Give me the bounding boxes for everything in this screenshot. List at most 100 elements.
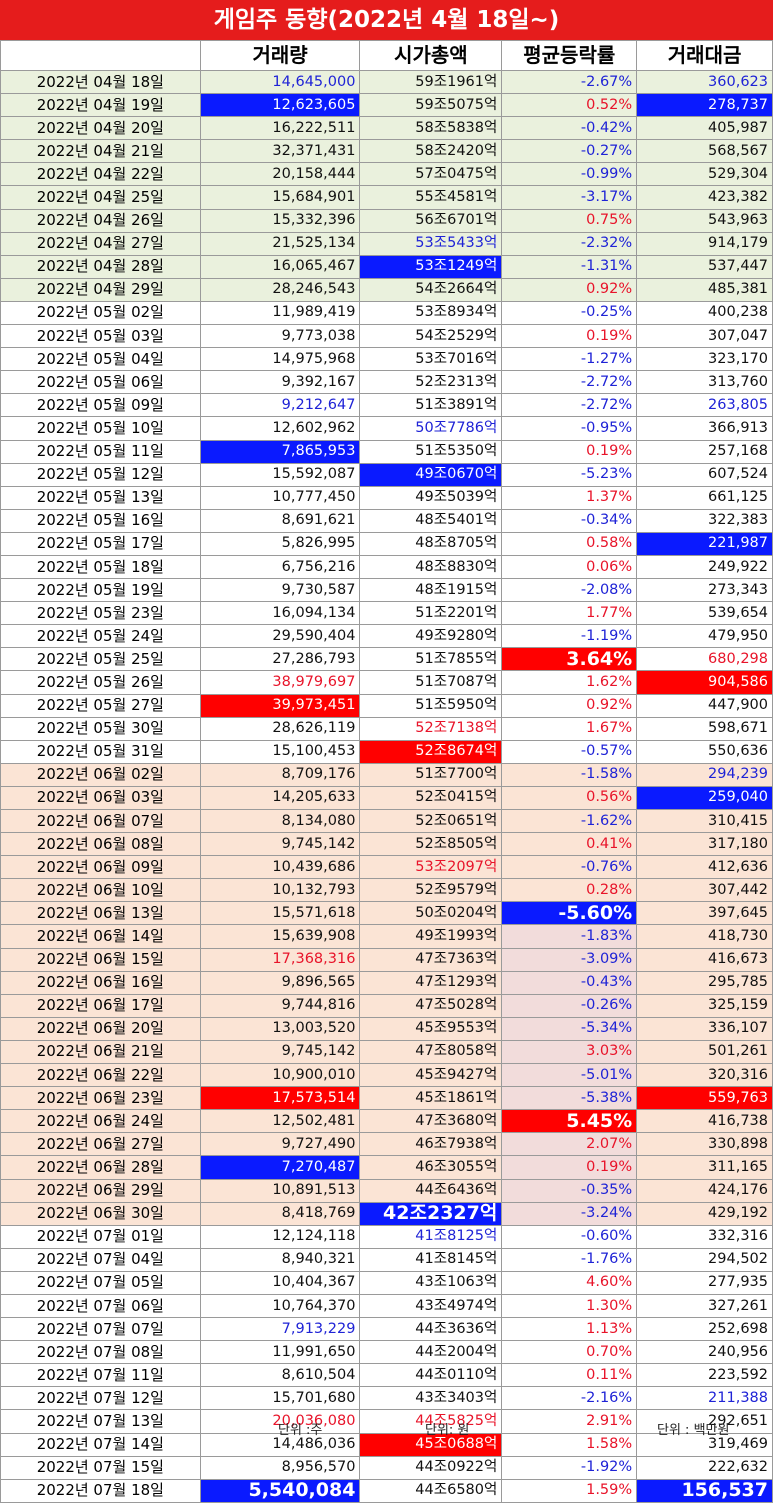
- date-cell: 2022년 04월 21일: [0, 139, 201, 164]
- trade-amount-cell: 222,632: [636, 1455, 773, 1480]
- table-row: 2022년 07월 12일 15,701,680 43조3403억 -2.16% 211…: [0, 1386, 773, 1411]
- market-cap-cell: 53조5433억: [359, 231, 503, 256]
- date-cell: 2022년 05월 11일: [0, 439, 201, 464]
- avg-change-cell: 0.28%: [501, 878, 638, 903]
- market-cap-cell: 51조3891억: [359, 393, 503, 418]
- market-cap-cell: 44조2004억: [359, 1340, 503, 1365]
- date-cell: 2022년 07월 18일: [0, 1478, 201, 1503]
- avg-change-cell: 0.19%: [501, 1155, 638, 1180]
- table-row: 2022년 05월 03일 9,773,038 54조2529억 0.19% 307,0…: [0, 324, 773, 349]
- header-date: [0, 40, 201, 71]
- market-cap-cell: 48조8830억: [359, 554, 503, 580]
- market-cap-cell: 53조7016억: [359, 347, 503, 372]
- date-cell: 2022년 05월 02일: [0, 300, 201, 326]
- avg-change-cell: 3.03%: [501, 1039, 638, 1065]
- trade-amount-cell: 914,179: [636, 231, 773, 256]
- avg-change-cell: -2.67%: [501, 69, 638, 95]
- avg-change-cell: -2.16%: [501, 1386, 638, 1411]
- volume-cell: 9,730,587: [199, 578, 361, 603]
- trade-amount-cell: 568,567: [636, 139, 773, 164]
- date-cell: 2022년 05월 18일: [0, 554, 201, 580]
- volume-cell: 9,392,167: [199, 370, 361, 395]
- unit-volume: 단위 :주: [278, 1423, 323, 1438]
- footer-units: 단위 :주 단위: 원 단위 : 백만원: [0, 1418, 773, 1438]
- header-volume: 거래량: [199, 40, 361, 71]
- trade-amount-cell: 322,383: [636, 508, 773, 533]
- avg-change-cell: 0.92%: [501, 277, 638, 302]
- header-market-cap: 시가총액: [359, 40, 503, 71]
- table-row: 2022년 06월 14일 15,639,908 49조1993억 -1.83% 418…: [0, 924, 773, 949]
- date-cell: 2022년 05월 17일: [0, 531, 201, 556]
- avg-change-cell: -5.23%: [501, 462, 638, 487]
- table-row: 2022년 06월 23일 17,573,514 45조1861억 -5.38% 559…: [0, 1086, 773, 1111]
- table-row: 2022년 06월 20일 13,003,520 45조9553억 -5.34% 336…: [0, 1016, 773, 1041]
- volume-cell: 15,684,901: [199, 185, 361, 210]
- market-cap-cell: 51조7087억: [359, 670, 503, 695]
- volume-cell: 15,571,618: [199, 901, 361, 926]
- volume-cell: 8,956,570: [199, 1455, 361, 1480]
- avg-change-cell: 0.52%: [501, 93, 638, 118]
- page-title: 게임주 동향(2022년 4월 18일~): [0, 0, 773, 40]
- volume-cell: 8,691,621: [199, 508, 361, 533]
- trade-amount-cell: 550,636: [636, 739, 773, 764]
- date-cell: 2022년 07월 06일: [0, 1293, 201, 1319]
- table-row: 2022년 07월 04일 8,940,321 41조8145억 -1.76% 294,…: [0, 1247, 773, 1272]
- volume-cell: 7,270,487: [199, 1155, 361, 1180]
- date-cell: 2022년 05월 06일: [0, 370, 201, 395]
- avg-change-cell: 5.45%: [501, 1109, 638, 1134]
- date-cell: 2022년 05월 16일: [0, 508, 201, 533]
- table-row: 2022년 07월 06일 10,764,370 43조4974억 1.30% 327,…: [0, 1293, 773, 1319]
- date-cell: 2022년 06월 27일: [0, 1132, 201, 1157]
- volume-cell: 7,865,953: [199, 439, 361, 464]
- avg-change-cell: -1.27%: [501, 347, 638, 372]
- trade-amount-cell: 539,654: [636, 601, 773, 626]
- avg-change-cell: -5.60%: [501, 901, 638, 926]
- market-cap-cell: 51조2201억: [359, 601, 503, 626]
- trade-amount-cell: 405,987: [636, 116, 773, 141]
- market-cap-cell: 41조8145억: [359, 1247, 503, 1272]
- date-cell: 2022년 06월 17일: [0, 993, 201, 1018]
- table-row: 2022년 07월 18일 5,540,084 44조6580억 1.59% 156,5…: [0, 1478, 773, 1503]
- trade-amount-cell: 323,170: [636, 347, 773, 372]
- table-row: 2022년 06월 15일 17,368,316 47조7363억 -3.09% 416…: [0, 947, 773, 972]
- date-cell: 2022년 07월 08일: [0, 1340, 201, 1365]
- trade-amount-cell: 317,180: [636, 832, 773, 857]
- volume-cell: 17,573,514: [199, 1086, 361, 1111]
- volume-cell: 8,709,176: [199, 762, 361, 787]
- date-cell: 2022년 05월 03일: [0, 324, 201, 349]
- table-row: 2022년 05월 27일 39,973,451 51조5950억 0.92% 447,…: [0, 693, 773, 718]
- date-cell: 2022년 04월 29일: [0, 277, 201, 302]
- trade-amount-cell: 273,343: [636, 578, 773, 603]
- table-row: 2022년 06월 16일 9,896,565 47조1293억 -0.43% 295,…: [0, 970, 773, 995]
- avg-change-cell: 0.06%: [501, 554, 638, 580]
- header-row: 거래량 시가총액 평균등락률 거래대금: [0, 40, 773, 71]
- volume-cell: 8,134,080: [199, 808, 361, 834]
- table-row: 2022년 04월 20일 16,222,511 58조5838억 -0.42% 405…: [0, 116, 773, 141]
- volume-cell: 16,094,134: [199, 601, 361, 626]
- volume-cell: 12,602,962: [199, 416, 361, 441]
- avg-change-cell: -5.38%: [501, 1086, 638, 1111]
- volume-cell: 27,286,793: [199, 647, 361, 672]
- date-cell: 2022년 06월 22일: [0, 1063, 201, 1088]
- volume-cell: 15,100,453: [199, 739, 361, 764]
- date-cell: 2022년 05월 19일: [0, 578, 201, 603]
- avg-change-cell: -0.26%: [501, 993, 638, 1018]
- table-row: 2022년 05월 31일 15,100,453 52조8674억 -0.57% 550…: [0, 739, 773, 764]
- volume-cell: 10,439,686: [199, 855, 361, 880]
- avg-change-cell: -0.35%: [501, 1178, 638, 1203]
- date-cell: 2022년 06월 09일: [0, 855, 201, 880]
- table-row: 2022년 07월 08일 11,991,650 44조2004억 0.70% 240,…: [0, 1340, 773, 1365]
- trade-amount-cell: 447,900: [636, 693, 773, 718]
- table-row: 2022년 05월 30일 28,626,119 52조7138억 1.67% 598,…: [0, 716, 773, 741]
- trade-amount-cell: 311,165: [636, 1155, 773, 1180]
- date-cell: 2022년 05월 25일: [0, 647, 201, 672]
- market-cap-cell: 58조5838억: [359, 116, 503, 141]
- table-row: 2022년 06월 17일 9,744,816 47조5028억 -0.26% 325,…: [0, 993, 773, 1018]
- avg-change-cell: -0.25%: [501, 300, 638, 326]
- date-cell: 2022년 06월 24일: [0, 1109, 201, 1134]
- volume-cell: 8,940,321: [199, 1247, 361, 1272]
- volume-cell: 10,777,450: [199, 485, 361, 510]
- market-cap-cell: 53조1249억: [359, 254, 503, 279]
- date-cell: 2022년 04월 28일: [0, 254, 201, 279]
- table-row: 2022년 05월 17일 5,826,995 48조8705억 0.58% 221,9…: [0, 531, 773, 556]
